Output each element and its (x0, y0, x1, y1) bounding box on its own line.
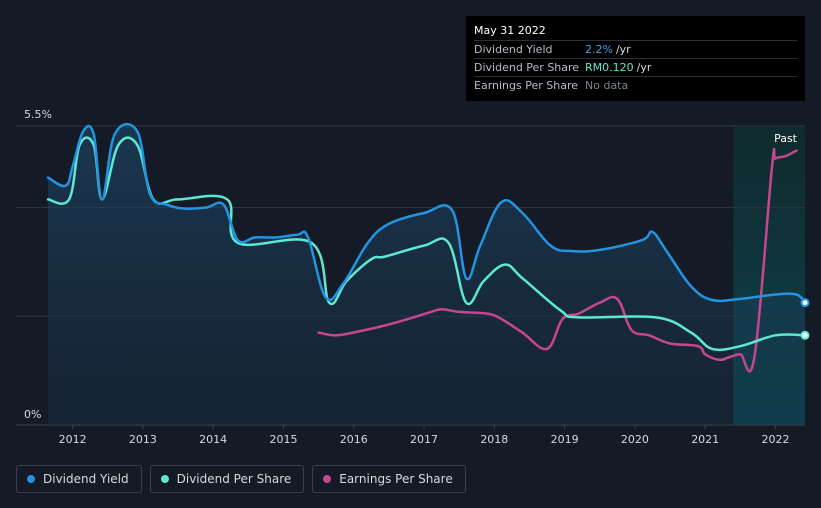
y-tick-label: 5.5% (24, 108, 52, 121)
tooltip: May 31 2022 Dividend Yield 2.2% /yr Divi… (466, 16, 805, 101)
dividend-per-share-line (46, 136, 807, 352)
y-tick-label: 0% (24, 408, 41, 421)
legend-dot-icon (323, 475, 332, 483)
dividend-yield-endpoint (800, 298, 810, 308)
earnings-per-share-line (317, 148, 798, 373)
tooltip-unit: /yr (636, 61, 652, 74)
tooltip-row-earnings-per-share: Earnings Per Share No data (474, 76, 797, 94)
legend-item-dividend-per-share[interactable]: Dividend Per Share (149, 465, 305, 493)
x-tick-label: 2014 (199, 433, 227, 446)
dividend-per-share-endpoint (800, 330, 810, 340)
legend: Dividend Yield Dividend Per Share Earnin… (16, 465, 474, 493)
legend-dot-icon (27, 475, 35, 483)
dividend-yield-area (48, 124, 805, 425)
tooltip-label: Earnings Per Share (474, 79, 579, 92)
x-tick-label: 2020 (621, 433, 649, 446)
tooltip-date: May 31 2022 (474, 24, 546, 37)
tooltip-row-dividend-yield: Dividend Yield 2.2% /yr (474, 40, 797, 58)
x-tick-label: 2017 (410, 433, 438, 446)
legend-dot-icon (160, 475, 169, 483)
x-tick-label: 2013 (129, 433, 157, 446)
x-tick-label: 2012 (59, 433, 87, 446)
legend-item-dividend-yield[interactable]: Dividend Yield (16, 465, 142, 493)
tooltip-value: 2.2% (585, 43, 613, 56)
legend-label: Dividend Yield (43, 472, 129, 486)
tooltip-value: No data (585, 79, 629, 92)
x-tick-label: 2019 (551, 433, 579, 446)
dividend-yield-line (46, 122, 807, 304)
tooltip-label: Dividend Yield (474, 43, 553, 56)
legend-label: Dividend Per Share (176, 472, 292, 486)
x-tick-label: 2016 (340, 433, 368, 446)
tooltip-value: RM0.120 (585, 61, 634, 74)
tooltip-row-dividend-per-share: Dividend Per Share RM0.120 /yr (474, 58, 797, 76)
legend-item-earnings-per-share[interactable]: Earnings Per Share (312, 465, 466, 493)
x-tick-label: 2021 (691, 433, 719, 446)
x-tick-label: 2015 (269, 433, 297, 446)
tooltip-label: Dividend Per Share (474, 61, 580, 74)
tooltip-unit: /yr (615, 43, 631, 56)
legend-label: Earnings Per Share (339, 472, 453, 486)
x-tick-label: 2018 (480, 433, 508, 446)
past-label: Past (774, 132, 798, 145)
x-tick-label: 2022 (761, 433, 789, 446)
